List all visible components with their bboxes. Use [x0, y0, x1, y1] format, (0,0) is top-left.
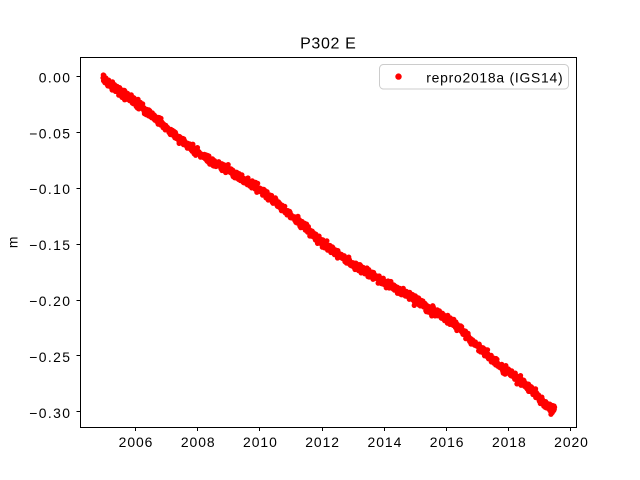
- svg-text:repro2018a (IGS14): repro2018a (IGS14): [426, 70, 563, 86]
- svg-text:−0.05: −0.05: [29, 125, 71, 141]
- svg-text:2020: 2020: [554, 434, 589, 450]
- svg-text:m: m: [5, 237, 21, 249]
- svg-text:2014: 2014: [368, 434, 403, 450]
- svg-text:−0.30: −0.30: [29, 405, 71, 421]
- svg-text:−0.20: −0.20: [29, 293, 71, 309]
- svg-text:2010: 2010: [243, 434, 278, 450]
- svg-text:2012: 2012: [305, 434, 340, 450]
- svg-text:2016: 2016: [430, 434, 465, 450]
- svg-text:−0.25: −0.25: [29, 349, 71, 365]
- svg-text:2008: 2008: [181, 434, 216, 450]
- svg-text:0.00: 0.00: [39, 70, 72, 86]
- svg-text:−0.15: −0.15: [29, 237, 71, 253]
- svg-text:P302 E: P302 E: [300, 36, 356, 53]
- svg-text:2006: 2006: [119, 434, 154, 450]
- svg-text:2018: 2018: [492, 434, 527, 450]
- svg-text:−0.10: −0.10: [29, 181, 71, 197]
